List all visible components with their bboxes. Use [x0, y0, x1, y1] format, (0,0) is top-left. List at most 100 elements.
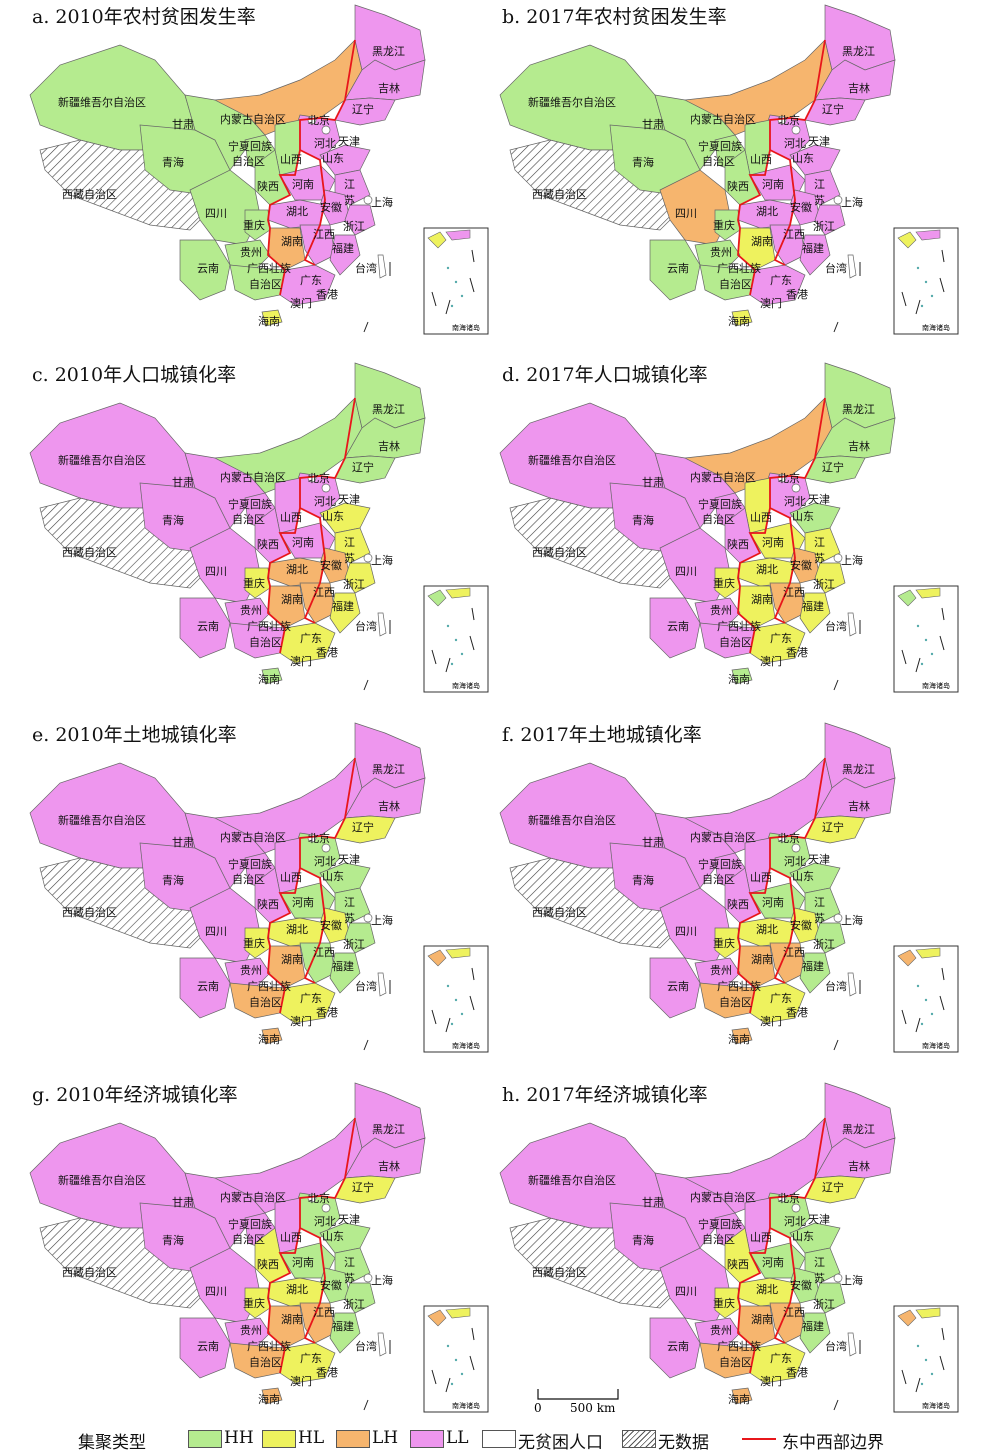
label-tianjin: 天津 [338, 853, 360, 866]
province-taiwan [847, 612, 857, 637]
label-zhejiang: 浙江 [343, 938, 365, 951]
label-guangxi2: 自治区 [249, 635, 282, 649]
label-jiangsu: 江 [814, 536, 825, 549]
province-fujian [329, 234, 361, 276]
label-neimenggu: 内蒙古自治区 [690, 112, 756, 126]
label-neimenggu: 内蒙古自治区 [690, 830, 756, 844]
map-panel-g: 新疆维吾尔自治区 西藏自治区 青海 甘肃 内蒙古自治区 黑龙江 吉林 辽宁 北京 天津 河北 山东 山西… [0, 1078, 500, 1440]
label-heilongjiang: 黑龙江 [842, 1123, 875, 1136]
label-jiangsu: 江 [344, 536, 355, 549]
label-shanxi: 山西 [750, 153, 772, 166]
label-shanxi: 山西 [280, 1231, 302, 1244]
label-xinjiang: 新疆维吾尔自治区 [58, 813, 146, 827]
municipality-tianjin [321, 483, 331, 493]
label-guangdong: 广东 [300, 632, 322, 645]
label-jiangsu2: 苏 [344, 194, 355, 207]
label-ningxia2: 自治区 [702, 154, 735, 168]
province-hainan [731, 1387, 753, 1405]
south-china-sea-inset: 南海诸岛 [893, 585, 959, 693]
label-xizang: 西藏自治区 [532, 1265, 587, 1279]
label-jiangsu: 江 [814, 1256, 825, 1269]
panel-title-h: h. 2017年经济城镇化率 [502, 1084, 708, 1106]
province-chongqing [244, 567, 271, 599]
label-beijing: 北京 [778, 1191, 800, 1205]
label-hebei: 河北 [784, 495, 806, 508]
label-hubei: 湖北 [286, 205, 308, 218]
south-china-sea-inset: 南海诸岛 [893, 227, 959, 335]
label-hebei: 河北 [314, 495, 336, 508]
label-hainan: 海南 [258, 1032, 280, 1046]
province-jiangxi [299, 582, 336, 624]
municipality-shanghai [833, 913, 843, 923]
label-yunnan: 云南 [197, 620, 219, 633]
label-guangdong: 广东 [300, 992, 322, 1005]
label-guangxi2: 自治区 [719, 277, 752, 291]
province-zhejiang [814, 1282, 846, 1314]
label-guangxi: 广西壮族 [717, 979, 761, 993]
province-taiwan [847, 254, 857, 279]
label-hainan: 海南 [258, 1392, 280, 1406]
province-guizhou [224, 957, 271, 989]
label-xianggang: 香港 [316, 1366, 338, 1379]
label-guangdong: 广东 [770, 632, 792, 645]
label-jiangsu: 江 [814, 896, 825, 909]
label-sichuan: 四川 [205, 207, 227, 220]
label-henan: 河南 [292, 896, 314, 909]
label-chongqing: 重庆 [713, 1296, 735, 1310]
label-shandong: 山东 [792, 152, 814, 165]
label-hunan: 湖南 [751, 953, 773, 966]
panel-title-b: b. 2017年农村贫困发生率 [502, 6, 727, 28]
label-hainan: 海南 [728, 1392, 750, 1406]
province-chongqing [714, 209, 741, 241]
label-neimenggu: 内蒙古自治区 [690, 1190, 756, 1204]
label-zhejiang: 浙江 [813, 220, 835, 233]
label-shanghai: 上海 [371, 913, 393, 927]
label-liaoning: 辽宁 [352, 1180, 374, 1194]
label-liaoning: 辽宁 [352, 102, 374, 116]
panel-title-d: d. 2017年人口城镇化率 [502, 364, 708, 386]
label-gansu: 甘肃 [172, 1196, 194, 1209]
label-tianjin: 天津 [808, 493, 830, 506]
label-anhui: 安徽 [790, 558, 812, 572]
label-hubei: 湖北 [756, 205, 778, 218]
label-guangxi2: 自治区 [719, 995, 752, 1009]
label-sichuan: 四川 [675, 207, 697, 220]
legend: 集聚类型 HH HL LH LL 无贫困人口 无数据 东中西部边界 [0, 1418, 1000, 1455]
label-henan: 河南 [762, 1256, 784, 1269]
province-taiwan [377, 1332, 387, 1357]
label-xinjiang: 新疆维吾尔自治区 [528, 95, 616, 109]
label-aomen: 澳门 [290, 1374, 312, 1388]
label-aomen: 澳门 [290, 1014, 312, 1028]
label-henan: 河南 [762, 536, 784, 549]
label-ningxia2: 自治区 [232, 512, 265, 526]
province-taiwan [847, 1332, 857, 1357]
province-chongqing [244, 927, 271, 959]
province-jiangxi [769, 1302, 806, 1344]
label-ningxia: 宁夏回族 [698, 1217, 742, 1231]
label-guizhou: 贵州 [710, 1324, 732, 1337]
label-henan: 河南 [292, 1256, 314, 1269]
province-hainan [731, 309, 753, 327]
label-jilin: 吉林 [378, 81, 400, 95]
label-heilongjiang: 黑龙江 [842, 45, 875, 58]
province-zhejiang [344, 1282, 376, 1314]
region-boundary-line-east [769, 1227, 796, 1344]
province-fujian [329, 952, 361, 994]
label-guangxi: 广西壮族 [247, 261, 291, 275]
label-fujian: 福建 [802, 599, 824, 613]
label-aomen: 澳门 [760, 1374, 782, 1388]
label-heilongjiang: 黑龙江 [372, 45, 405, 58]
province-yunnan [179, 957, 231, 1019]
label-beijing: 北京 [778, 113, 800, 127]
legend-swatch-nodata [622, 1430, 656, 1448]
province-zhejiang [344, 562, 376, 594]
label-xianggang: 香港 [786, 1006, 808, 1019]
label-xianggang: 香港 [316, 646, 338, 659]
label-fujian: 福建 [332, 241, 354, 255]
legend-swatch-ll [410, 1430, 444, 1448]
label-jiangsu: 江 [344, 1256, 355, 1269]
region-boundary-line-east [299, 867, 326, 984]
label-shanxi: 山西 [280, 153, 302, 166]
label-ningxia: 宁夏回族 [698, 497, 742, 511]
municipality-tianjin [791, 125, 801, 135]
